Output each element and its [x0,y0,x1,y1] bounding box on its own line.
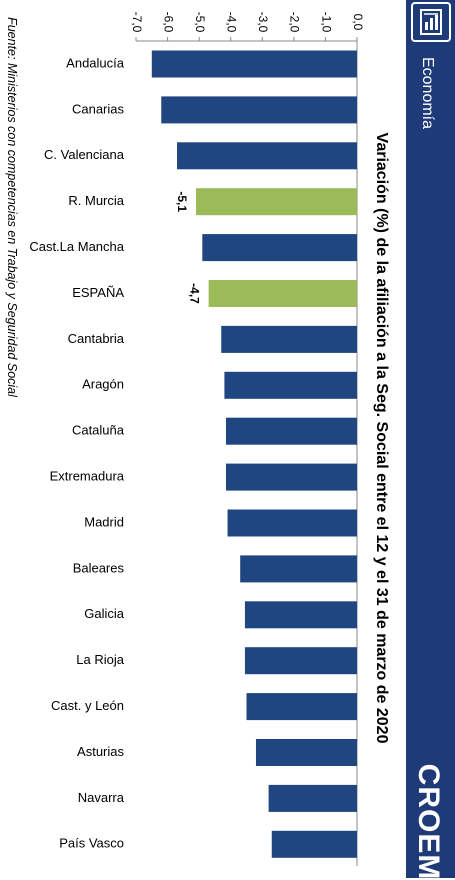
category-label: R. Murcia [68,193,124,208]
category-label: ESPAÑA [72,285,124,300]
category-label: Cataluña [72,423,125,438]
data-label: -4,7 [187,283,201,304]
category-label: Andalucía [66,55,125,70]
section-title: Economía [419,56,436,130]
x-tick-label: -1,0 [319,12,333,33]
bar [225,417,357,445]
bar [268,784,357,812]
category-label: La Rioja [76,652,124,667]
bar-chart: -7,0 -6,0 -5,0 -4,0 -3,0 -2,0 -1,0 0,0 Andalucía… [29,12,365,866]
bar [271,830,357,858]
x-tick-label: 0,0 [351,14,365,31]
category-label: C. Valenciana [44,147,125,162]
category-label: Cantabria [68,331,125,346]
bar [240,555,357,583]
x-tick-label: -3,0 [256,12,270,33]
category-label: Navarra [78,790,125,805]
x-tick-label: -5,0 [193,12,207,33]
bar [208,280,357,307]
bar [202,234,357,262]
bar [255,739,357,766]
bar [224,371,357,399]
bar [151,50,357,78]
bar [221,325,357,353]
bar [244,601,357,629]
bar [161,96,357,124]
bar [244,647,357,675]
category-label: Madrid [84,514,124,529]
x-tick-label: -7,0 [130,12,144,33]
bar [225,463,357,491]
x-tick-label: -4,0 [225,12,239,33]
category-label: Galicia [84,606,125,621]
category-label: Cast. y León [51,698,124,713]
bar [246,693,357,721]
sidebar [406,0,455,878]
category-label: Extremadura [50,469,125,484]
croem-logo: CROEM [412,763,445,880]
source-note: Fuente: Ministerios con competencias en … [5,17,19,397]
category-label: Canarias [72,101,125,116]
category-label: Aragón [82,377,124,392]
chart-title: Variación (%) de la afiliación a la Seg.… [373,132,390,744]
bar [177,142,357,170]
data-label: -5,1 [175,191,189,212]
x-tick-label: -6,0 [161,12,175,33]
category-label: Cast.La Mancha [29,239,124,254]
bar [195,188,357,216]
x-tick-label: -2,0 [288,12,302,33]
bar [227,509,357,537]
category-label: Asturias [77,744,124,759]
category-label: País Vasco [59,836,124,851]
category-label: Baleares [73,560,125,575]
document-chart-icon [411,2,451,42]
